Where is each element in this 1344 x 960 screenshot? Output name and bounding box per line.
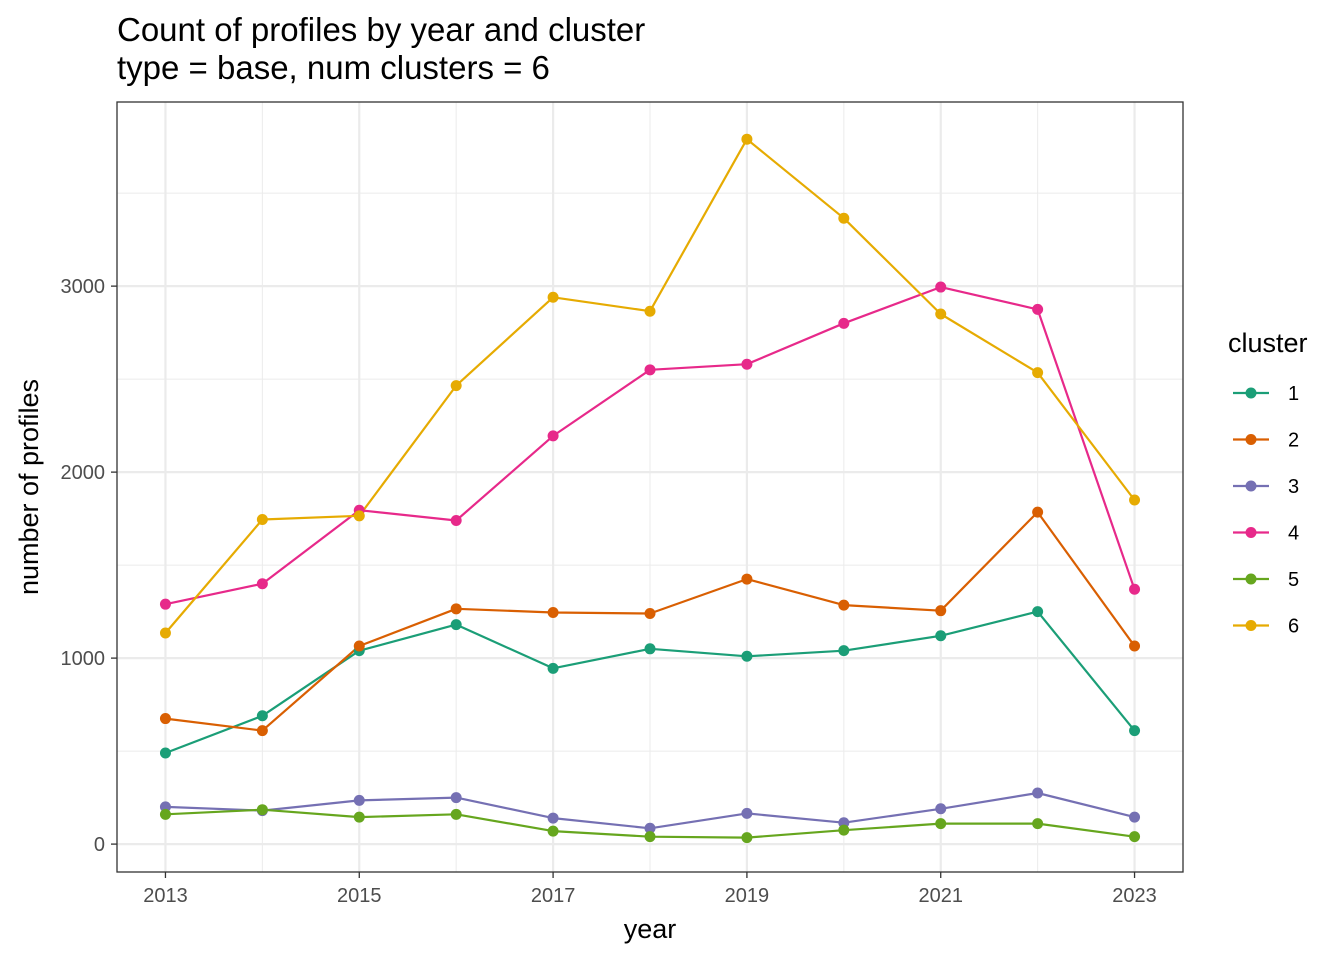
legend-key-point	[1245, 620, 1257, 631]
data-point-4	[450, 514, 462, 526]
data-point-1	[644, 643, 656, 655]
data-point-6	[547, 291, 559, 303]
data-point-6	[644, 305, 656, 317]
x-tick-label: 2015	[337, 885, 382, 907]
data-point-2	[1129, 640, 1141, 652]
data-point-4	[1129, 583, 1141, 595]
legend-label: 1	[1288, 383, 1299, 405]
legend-label: 6	[1288, 616, 1299, 638]
legend-label: 2	[1288, 430, 1299, 452]
data-point-5	[1129, 831, 1141, 843]
data-point-1	[450, 619, 462, 631]
data-point-2	[159, 713, 171, 725]
legend-key-point	[1245, 527, 1257, 538]
legend-label: 5	[1288, 569, 1299, 591]
data-point-5	[1032, 818, 1044, 830]
data-point-3	[353, 794, 365, 806]
data-point-5	[644, 831, 656, 843]
data-point-1	[1129, 725, 1141, 737]
data-point-5	[935, 818, 947, 830]
data-point-4	[935, 281, 947, 293]
chart-title: Count of profiles by year and cluster	[117, 11, 645, 48]
x-axis-title: year	[624, 914, 677, 944]
data-point-3	[1129, 811, 1141, 823]
y-tick-label: 0	[94, 834, 105, 856]
data-point-3	[1032, 787, 1044, 799]
data-point-1	[838, 645, 850, 657]
legend-label: 4	[1288, 523, 1299, 545]
legend-key-point	[1245, 573, 1257, 585]
data-point-6	[450, 380, 462, 392]
chart-subtitle: type = base, num clusters = 6	[117, 49, 550, 86]
data-point-5	[159, 808, 171, 820]
legend-key-point	[1245, 480, 1257, 492]
data-point-6	[1129, 494, 1141, 506]
data-point-3	[935, 803, 947, 815]
series-layer	[159, 133, 1141, 844]
y-tick-label: 1000	[61, 648, 106, 670]
data-point-5	[450, 808, 462, 820]
data-point-3	[547, 812, 559, 824]
data-point-4	[644, 364, 656, 376]
data-point-6	[159, 627, 171, 639]
data-point-2	[741, 573, 753, 585]
data-point-6	[935, 308, 947, 320]
data-point-5	[353, 811, 365, 823]
data-point-4	[1032, 303, 1044, 315]
data-point-3	[741, 807, 753, 819]
data-point-4	[838, 317, 850, 329]
data-point-2	[1032, 506, 1044, 518]
data-point-1	[159, 747, 171, 759]
data-point-6	[1032, 367, 1044, 379]
data-point-4	[256, 578, 268, 590]
data-point-1	[256, 710, 268, 722]
data-point-2	[353, 640, 365, 652]
data-point-6	[838, 212, 850, 224]
data-point-2	[256, 725, 268, 737]
legend-label: 3	[1288, 476, 1299, 498]
data-point-2	[547, 607, 559, 619]
y-tick-label: 3000	[61, 276, 106, 298]
data-point-5	[838, 824, 850, 836]
data-point-4	[741, 358, 753, 370]
x-tick-label: 2019	[725, 885, 770, 907]
data-point-1	[547, 662, 559, 674]
data-point-6	[256, 514, 268, 526]
data-point-3	[644, 822, 656, 834]
data-point-2	[838, 599, 850, 611]
x-tick-label: 2021	[918, 885, 963, 907]
data-point-1	[935, 630, 947, 642]
legend: cluster 1 2 3 4 5 6	[1228, 328, 1308, 638]
x-tick-label: 2023	[1112, 885, 1157, 907]
y-tick-label: 2000	[61, 462, 106, 484]
data-point-6	[353, 510, 365, 522]
data-point-1	[1032, 606, 1044, 618]
x-tick-label: 2013	[143, 885, 188, 907]
data-point-1	[741, 650, 753, 662]
data-point-2	[644, 607, 656, 619]
legend-title: cluster	[1228, 328, 1308, 358]
data-point-4	[547, 430, 559, 442]
data-point-3	[450, 792, 462, 804]
axis-layer: 0 1000 2000 3000 2013 2015 2017 2019 2021 2023	[61, 276, 1157, 907]
data-point-2	[935, 605, 947, 617]
data-point-5	[256, 804, 268, 816]
data-point-2	[450, 603, 462, 615]
legend-key-point	[1245, 387, 1257, 399]
legend-key-point	[1245, 434, 1257, 445]
data-point-5	[741, 832, 753, 844]
plot-border	[116, 101, 1184, 873]
grid-layer	[117, 102, 1183, 872]
x-tick-label: 2017	[531, 885, 576, 907]
data-point-4	[159, 598, 171, 610]
data-point-5	[547, 825, 559, 837]
data-point-6	[741, 133, 753, 145]
y-axis-title: number of profiles	[14, 379, 44, 595]
